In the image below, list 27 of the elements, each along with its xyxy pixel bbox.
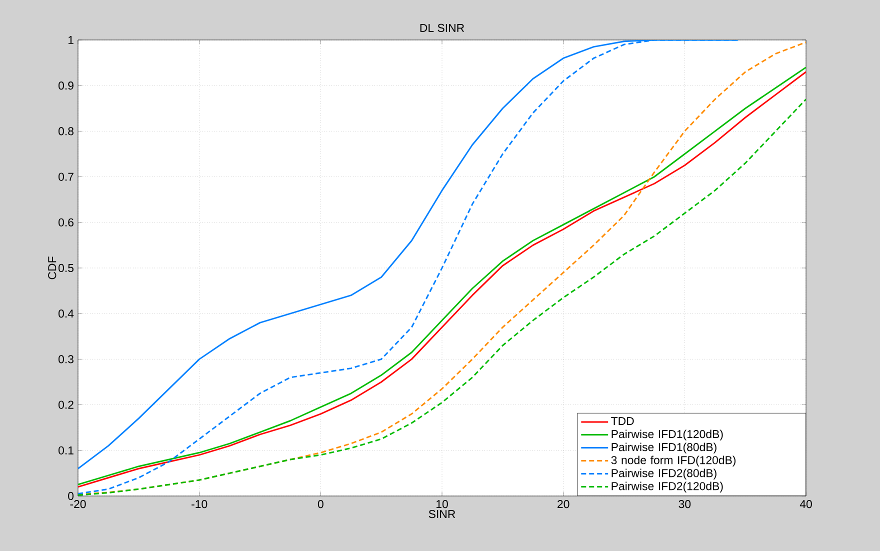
y-tick-label: 0.6	[58, 218, 74, 226]
legend-label: Pairwise IFD1(80dB)	[612, 442, 716, 454]
y-tick-label: 0.8	[58, 127, 74, 136]
x-axis-title: SINR	[428, 510, 456, 518]
x-tick-label: 0	[318, 500, 324, 508]
x-tick-label: 20	[558, 500, 570, 508]
x-tick-label: 10	[436, 500, 448, 508]
y-tick-label: 0.5	[58, 264, 74, 272]
legend-label: TDD	[611, 417, 634, 426]
y-tick-label: 0.7	[58, 172, 74, 181]
legend-label: 3 node form IFD(120dB)	[611, 456, 736, 466]
x-tick-label: -20	[70, 500, 86, 508]
legend-label: Pairwise IFD1(120dB)	[612, 430, 723, 440]
x-tick-label: 30	[678, 500, 691, 508]
y-tick-label: 1	[68, 36, 74, 44]
y-tick-label: 0.3	[58, 355, 74, 364]
y-tick-label: 0	[68, 492, 74, 500]
y-tick-label: 0.9	[58, 82, 74, 90]
y-tick-label: 0.2	[58, 400, 74, 409]
legend-label: Pairwise IFD2(80dB)	[612, 468, 716, 480]
y-tick-label: 0.1	[58, 446, 74, 454]
y-axis-title: CDF	[48, 256, 56, 280]
legend-label: Pairwise IFD2(120dB)	[612, 482, 723, 492]
x-tick-label: -10	[192, 500, 208, 508]
x-tick-label: 40	[800, 500, 812, 508]
chart-title: DL SINR	[420, 24, 464, 32]
y-tick-label: 0.4	[58, 310, 74, 318]
